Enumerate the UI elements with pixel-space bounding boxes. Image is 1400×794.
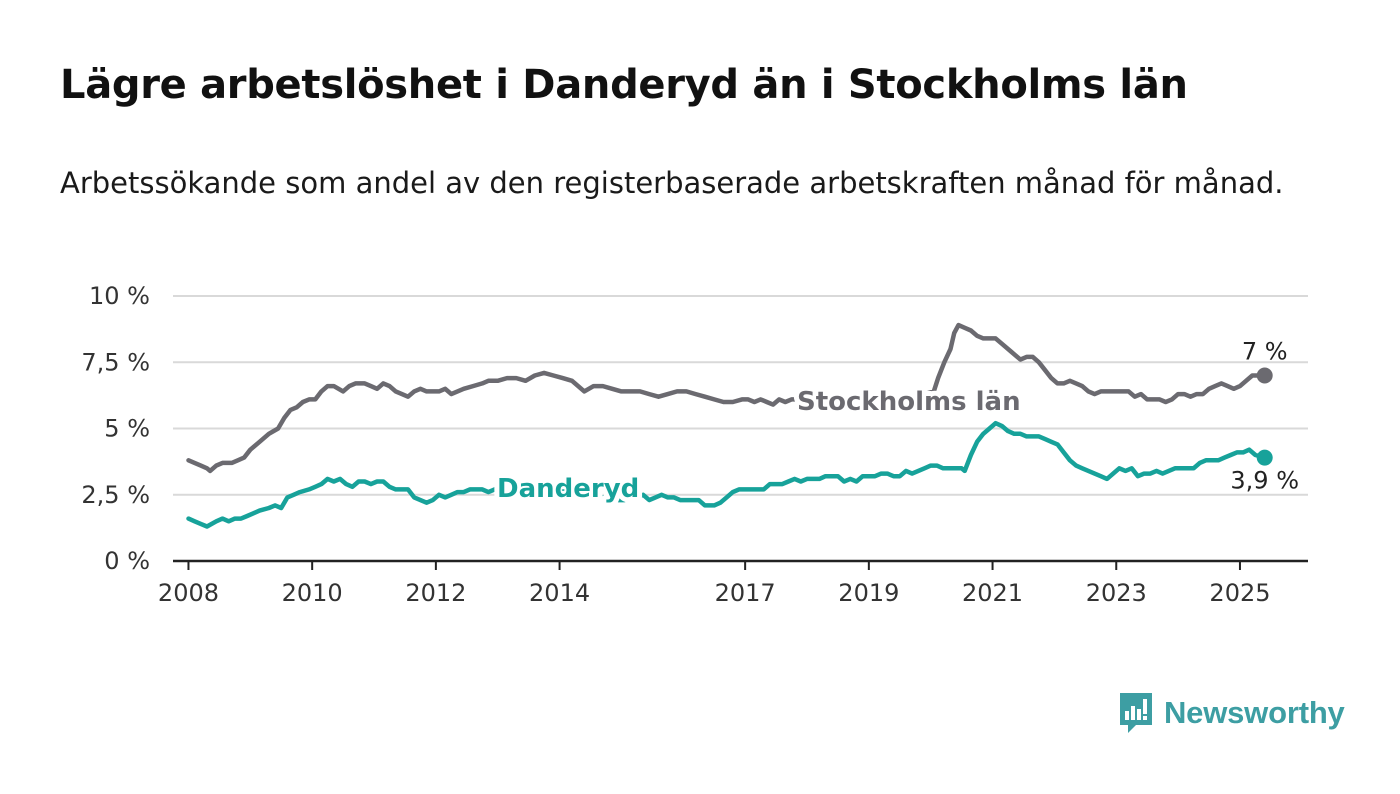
end-label-danderyd: 3,9 % <box>1230 467 1299 495</box>
line-chart: 0 % 2,5 % 5 % 7,5 % 10 % 2008 2010 2012 2014 2017… <box>81 282 1308 607</box>
x-tick-label: 2008 <box>158 579 219 607</box>
series-label-halo: Stockholms län <box>797 387 1021 417</box>
end-point-danderyd <box>1256 449 1273 466</box>
x-tick-label: 2010 <box>282 579 343 607</box>
y-tick-label: 0 % <box>104 547 150 575</box>
grid-layer <box>173 295 1308 496</box>
x-tick-label: 2023 <box>1086 579 1147 607</box>
series-label-stockholm: Stockholms län <box>797 387 1021 417</box>
x-tick-label: 2021 <box>962 579 1023 607</box>
newsworthy-icon <box>1120 693 1152 733</box>
series-line-stockholm <box>186 322 1267 474</box>
end-label-stockholm: 7 % <box>1242 338 1288 366</box>
chart-subtitle: Arbetssökande som andel av den registerb… <box>60 166 1284 200</box>
series-label-danderyd: Danderyd <box>497 474 639 504</box>
chart-title: Lägre arbetslöshet i Danderyd än i Stock… <box>60 62 1188 108</box>
y-tick-label: 10 % <box>89 282 150 310</box>
x-tick-label: 2014 <box>529 579 590 607</box>
brand-name: Newsworthy <box>1164 695 1345 730</box>
x-tick-label: 2012 <box>405 579 466 607</box>
axis-layer: 0 % 2,5 % 5 % 7,5 % 10 % 2008 2010 2012 2014 2017… <box>81 282 1308 607</box>
x-tick-label: 2017 <box>715 579 776 607</box>
series-layer <box>186 322 1273 529</box>
series-label-halo: Danderyd <box>497 474 639 504</box>
y-tick-label: 5 % <box>104 415 150 443</box>
y-tick-label: 2,5 % <box>81 481 150 509</box>
x-tick-label: 2025 <box>1209 579 1270 607</box>
x-tick-label: 2019 <box>838 579 899 607</box>
newsworthy-logo: Newsworthy <box>1118 690 1345 736</box>
series-line-danderyd <box>186 420 1267 529</box>
end-point-stockholm <box>1256 367 1273 384</box>
y-tick-label: 7,5 % <box>81 348 150 376</box>
